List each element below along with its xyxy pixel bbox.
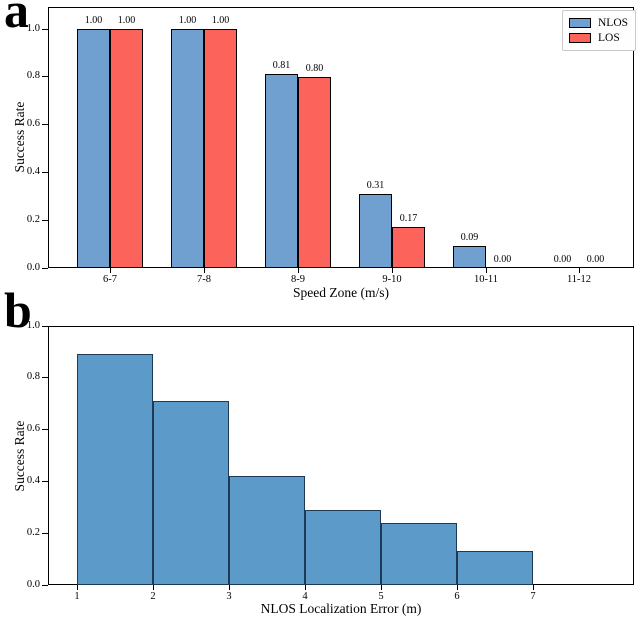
y-tick-label: 0.2 <box>26 526 40 538</box>
y-tick-mark <box>42 124 48 126</box>
x-tick-mark <box>229 585 231 590</box>
y-tick-mark <box>42 584 48 586</box>
nlos-bar <box>359 194 392 268</box>
x-tick-mark <box>486 268 488 273</box>
x-tick-label: 10-11 <box>473 274 499 285</box>
nlos-color-swatch <box>569 18 591 29</box>
x-tick-label: 4 <box>302 591 308 602</box>
los-bar <box>392 227 425 268</box>
histogram-bar <box>305 510 381 585</box>
x-tick-label: 11-12 <box>566 274 592 285</box>
y-tick-mark <box>42 267 48 269</box>
y-tick-label: 0.6 <box>26 423 40 435</box>
y-tick-mark <box>42 219 48 221</box>
x-tick-mark <box>110 268 112 273</box>
y-tick-label: 1.0 <box>26 319 40 331</box>
nlos-bar <box>453 246 486 268</box>
y-tick-mark <box>42 532 48 534</box>
y-tick-mark <box>42 480 48 483</box>
x-tick-label: 9-10 <box>382 274 402 285</box>
x-tick-mark <box>392 268 394 273</box>
histogram-bar <box>457 551 533 585</box>
bar-value-label: 0.09 <box>460 232 479 243</box>
bar-value-label: 1.00 <box>117 15 136 26</box>
x-tick-mark <box>457 585 459 590</box>
x-tick-label: 1 <box>74 591 80 602</box>
y-tick-label: 1.0 <box>26 22 40 34</box>
y-tick-mark <box>42 28 48 30</box>
bar-value-label: 1.00 <box>84 15 103 26</box>
bar-value-label: 0.00 <box>493 254 512 265</box>
y-tick-mark <box>42 325 48 327</box>
x-tick-label: 7 <box>530 591 536 602</box>
x-tick-mark <box>305 585 307 590</box>
chart-a-y-axis-label: Success Rate <box>12 101 27 173</box>
x-tick-label: 3 <box>226 591 232 602</box>
x-tick-label: 6-7 <box>103 274 117 285</box>
panel-label-b: b <box>4 282 32 338</box>
bar-value-label: 0.80 <box>305 63 324 74</box>
x-tick-label: 8-9 <box>291 274 305 285</box>
y-tick-label: 0.4 <box>26 474 40 486</box>
histogram-bar <box>153 401 229 585</box>
los-bar <box>298 77 331 268</box>
panel-label-a: a <box>4 0 29 38</box>
bar-value-label: 0.00 <box>553 254 572 265</box>
y-tick-label: 0.6 <box>26 118 40 130</box>
nlos-bar <box>77 29 110 268</box>
bar-value-label: 1.00 <box>178 15 197 26</box>
y-tick-label: 0.2 <box>26 213 40 225</box>
y-tick-mark <box>42 429 48 431</box>
x-tick-mark <box>579 268 581 273</box>
y-tick-label: 0.8 <box>26 371 40 383</box>
bar-value-label: 1.00 <box>211 15 230 26</box>
nlos-bar <box>265 74 298 268</box>
nlos-bar <box>171 29 204 268</box>
bar-value-label: 0.00 <box>586 254 605 265</box>
x-tick-mark <box>153 585 155 590</box>
x-tick-label: 2 <box>150 591 156 602</box>
bar-value-label: 0.17 <box>399 213 418 224</box>
los-bar <box>110 29 143 268</box>
los-bar <box>204 29 237 268</box>
histogram-bar <box>77 354 153 585</box>
y-tick-mark <box>42 76 48 78</box>
chart-a-x-axis-label: Speed Zone (m/s) <box>293 285 389 300</box>
chart-b-x-axis-label: NLOS Localization Error (m) <box>260 601 422 616</box>
x-tick-mark <box>381 585 383 590</box>
x-tick-mark <box>77 585 79 590</box>
legend-label-los: LOS <box>598 31 620 44</box>
x-tick-label: 6 <box>454 591 460 602</box>
chart-b-y-axis-label: Success Rate <box>12 420 27 492</box>
y-tick-label: 0.0 <box>26 261 40 273</box>
histogram-bar <box>381 523 457 585</box>
los-color-swatch <box>569 32 591 43</box>
x-tick-mark <box>533 585 535 590</box>
y-tick-mark <box>42 377 48 379</box>
y-tick-label: 0.4 <box>26 165 40 177</box>
legend-item-los: LOS <box>569 32 628 45</box>
y-tick-label: 0.8 <box>26 70 40 82</box>
y-tick-mark <box>42 171 48 174</box>
bar-value-label: 0.81 <box>272 60 291 71</box>
legend: NLOS LOS <box>562 10 637 52</box>
legend-label-nlos: NLOS <box>598 17 629 29</box>
x-tick-label: 7-8 <box>197 274 211 285</box>
bar-value-label: 0.31 <box>366 180 385 191</box>
x-tick-mark <box>298 268 300 273</box>
x-tick-mark <box>204 268 206 273</box>
y-tick-label: 0.0 <box>26 578 40 590</box>
x-tick-label: 5 <box>378 591 384 602</box>
legend-item-nlos: NLOS <box>569 17 628 30</box>
chart-a-plot-area <box>48 7 634 268</box>
histogram-bar <box>229 476 305 585</box>
